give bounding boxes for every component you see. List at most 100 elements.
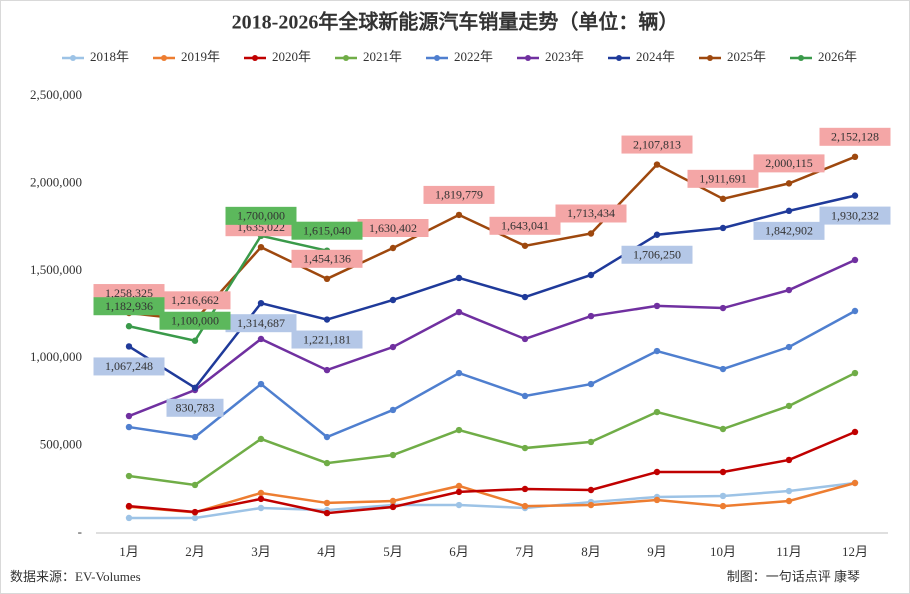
x-tick-label: 8月: [581, 544, 601, 559]
data-point: [257, 489, 265, 497]
data-point: [455, 274, 463, 282]
data-label-box: [93, 297, 165, 316]
data-point: [257, 380, 265, 388]
data-label-box: [753, 221, 825, 240]
x-tick-label: 10月: [710, 544, 736, 559]
data-point: [653, 302, 661, 310]
data-label-box: [555, 204, 627, 223]
data-point: [587, 438, 595, 446]
data-point: [125, 412, 133, 420]
data-label: 1,258,325: [105, 286, 153, 300]
legend-marker: [161, 55, 167, 61]
data-label-box: [687, 169, 759, 188]
x-tick-label: 6月: [449, 544, 469, 559]
data-point: [587, 271, 595, 279]
y-tick-label: 2,500,000: [30, 87, 82, 102]
data-label-box: [159, 311, 231, 330]
x-tick-label: 7月: [515, 544, 535, 559]
data-label: 1,819,779: [435, 188, 483, 202]
data-point: [851, 428, 859, 436]
legend-label: 2025年: [727, 49, 766, 64]
data-point: [257, 335, 265, 343]
data-point: [125, 323, 133, 330]
series-line: [129, 481, 856, 520]
data-label: 830,783: [176, 401, 215, 415]
data-label-box: [753, 154, 825, 173]
data-point: [125, 423, 133, 431]
data-point: [191, 337, 199, 344]
x-tick-label: 2月: [185, 544, 205, 559]
data-label-box: [357, 219, 429, 238]
x-tick-label: 5月: [383, 544, 403, 559]
data-point: [653, 468, 661, 476]
data-point: [587, 230, 595, 237]
data-point: [653, 347, 661, 355]
credit: 制图：一句话点评 康琴: [727, 569, 860, 584]
data-label: 1,067,248: [105, 359, 153, 373]
data-label-box: [291, 330, 363, 349]
data-point: [455, 308, 463, 316]
data-point: [389, 451, 397, 459]
data-label: 1,630,402: [369, 221, 417, 235]
data-point: [389, 497, 397, 505]
data-point: [587, 501, 595, 509]
data-label: 1,454,136: [303, 252, 351, 266]
y-tick-label: 2,000,000: [30, 174, 82, 189]
data-label-box: [423, 185, 495, 204]
data-label: 1,930,232: [831, 208, 879, 222]
data-point: [521, 242, 529, 249]
data-point: [521, 444, 529, 452]
x-tick-label: 12月: [842, 544, 868, 559]
y-tick-label: 1,000,000: [30, 349, 82, 364]
data-point: [455, 488, 463, 496]
data-point: [785, 487, 793, 495]
data-point: [587, 380, 595, 388]
chart-title: 2018-2026年全球新能源汽车销量走势（单位：辆）: [232, 10, 679, 34]
data-point: [389, 406, 397, 414]
data-point: [191, 508, 199, 516]
data-label: 1,700,000: [237, 209, 285, 223]
data-point: [785, 402, 793, 410]
legend-marker: [616, 55, 622, 61]
data-point: [785, 343, 793, 351]
data-point: [719, 502, 727, 510]
data-point: [455, 482, 463, 490]
legend-marker: [707, 55, 713, 61]
data-label: 1,314,687: [237, 316, 285, 330]
data-point: [389, 296, 397, 304]
x-tick-label: 11月: [776, 544, 802, 559]
data-point: [587, 486, 595, 494]
data-point: [653, 496, 661, 504]
series-line: [128, 234, 328, 343]
data-point: [851, 192, 859, 199]
legend-label: 2018年: [90, 49, 129, 64]
data-label-box: [489, 216, 561, 235]
data-point: [521, 485, 529, 493]
data-label: 1,216,662: [171, 293, 219, 307]
data-label-box: [93, 357, 165, 376]
legend-label: 2023年: [545, 49, 584, 64]
data-point: [389, 244, 397, 252]
data-point: [323, 316, 331, 323]
data-label: 1,643,041: [501, 219, 549, 233]
data-label-box: [291, 221, 363, 240]
data-point: [653, 161, 661, 168]
legend-marker: [343, 55, 349, 61]
data-point: [719, 468, 727, 476]
data-point: [851, 256, 859, 264]
data-label-box: [225, 206, 297, 225]
data-label-box: [225, 314, 297, 333]
data-point: [851, 153, 859, 161]
data-label: 2,107,813: [633, 137, 681, 151]
data-point: [323, 509, 331, 517]
y-tick-label: -: [78, 524, 82, 539]
data-point: [455, 501, 463, 509]
series-line: [128, 309, 856, 439]
data-label: 1,842,902: [765, 224, 813, 238]
x-tick-label: 9月: [647, 544, 667, 559]
data-point: [125, 472, 133, 480]
legend-label: 2024年: [636, 49, 675, 64]
series-line: [128, 481, 856, 514]
data-point: [851, 479, 859, 487]
data-label-box: [819, 127, 891, 146]
